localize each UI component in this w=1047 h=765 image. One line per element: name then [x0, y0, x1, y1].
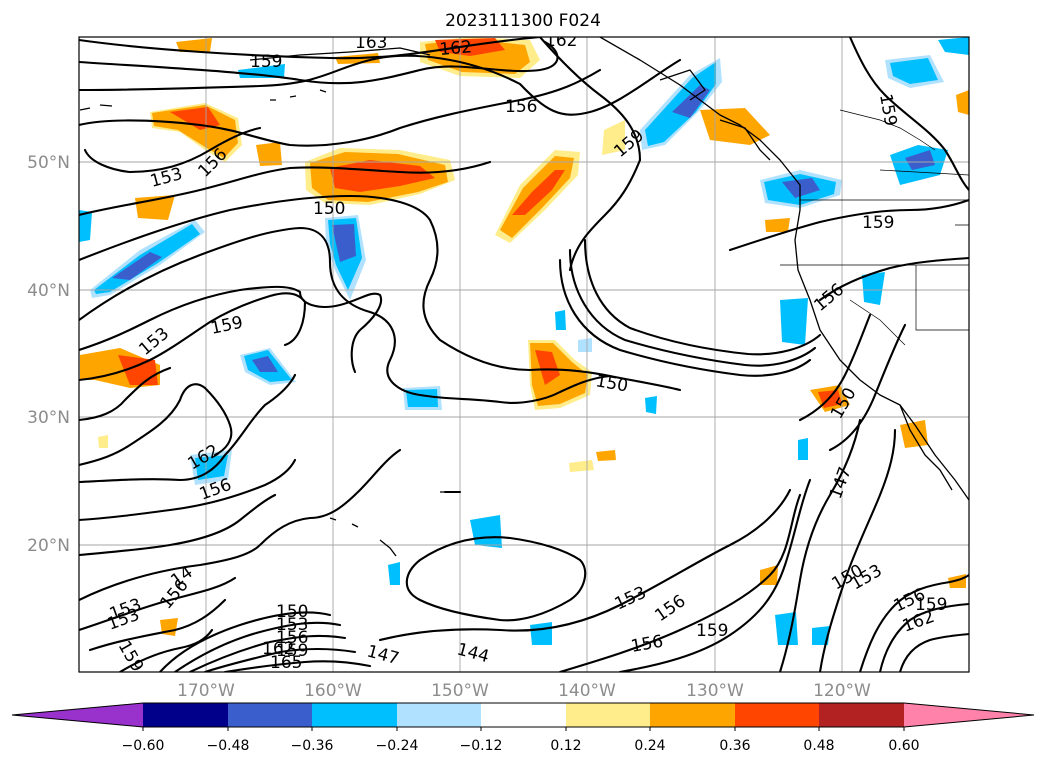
lat-label-20: 20°N: [27, 536, 70, 556]
height-contours: [79, 37, 969, 672]
lon-label-130w: 130°W: [686, 681, 744, 701]
map-frame: [78, 36, 970, 673]
colorbar: −0.60 −0.48 −0.36 −0.24 −0.12 0.12 0.24 …: [11, 702, 1035, 754]
colorbar-tick-label: −0.36: [291, 738, 334, 754]
contour-label: 159: [276, 641, 308, 661]
contour-label: 159: [915, 595, 947, 615]
colorbar-tick-label: 0.48: [803, 738, 834, 754]
colorbar-bin: [397, 703, 481, 727]
map-panel: 159 163 162 162 156 159 153 156 150 159 …: [79, 31, 969, 673]
colorbar-bin: [228, 703, 312, 727]
longitude-labels: 170°W 160°W 150°W 140°W 130°W 120°W: [177, 681, 871, 701]
colorbar-bin: [143, 703, 228, 727]
political-borders: [780, 109, 969, 346]
lon-label-170w: 170°W: [177, 681, 235, 701]
colorbar-tick-label: −0.12: [460, 738, 503, 754]
contour-label: 162: [545, 31, 577, 51]
contour-label: 153: [276, 615, 308, 635]
contour-label: 162: [439, 37, 473, 60]
contour-label: 150: [313, 199, 345, 219]
map-title: 2023111300 F024: [445, 11, 601, 31]
colorbar-tick-label: 0.36: [719, 738, 750, 754]
contour-label: 159: [696, 621, 728, 641]
colorbar-tick-label: −0.48: [207, 738, 250, 754]
colorbar-tick-label: −0.24: [376, 738, 419, 754]
lat-label-30: 30°N: [27, 408, 70, 428]
colorbar-bin: [566, 703, 650, 727]
contour-label: 156: [276, 628, 308, 648]
colorbar-bin: [312, 703, 397, 727]
colorbar-bins: [11, 702, 1035, 728]
lon-label-160w: 160°W: [304, 681, 362, 701]
contour-label: 159: [250, 52, 282, 72]
contour-label: 163: [355, 33, 387, 53]
lon-label-120w: 120°W: [813, 681, 871, 701]
colorbar-tick-label: −0.60: [122, 738, 165, 754]
contour-label: 165: [270, 653, 302, 673]
lat-label-40: 40°N: [27, 281, 70, 301]
colorbar-bin: [735, 703, 819, 727]
colorbar-tick-label: 0.60: [888, 738, 919, 754]
lon-label-140w: 140°W: [558, 681, 616, 701]
contour-label: 150: [276, 602, 308, 622]
contour-label: 156: [505, 97, 537, 117]
latitude-labels: 50°N 40°N 30°N 20°N: [27, 153, 70, 556]
contour-label: 159: [862, 213, 894, 233]
lon-label-150w: 150°W: [431, 681, 489, 701]
colorbar-tick-label: 0.12: [550, 738, 581, 754]
lat-label-50: 50°N: [27, 153, 70, 173]
colorbar-tick-labels: −0.60 −0.48 −0.36 −0.24 −0.12 0.12 0.24 …: [122, 738, 920, 754]
colorbar-tick-label: 0.24: [634, 738, 665, 754]
contour-label: 162: [262, 639, 294, 659]
colorbar-bin: [819, 703, 904, 727]
colorbar-bin: [481, 703, 566, 727]
colorbar-bin: [904, 703, 1034, 727]
colorbar-bin: [12, 703, 143, 727]
colorbar-ticks: [142, 727, 905, 731]
colorbar-bin: [650, 703, 735, 727]
